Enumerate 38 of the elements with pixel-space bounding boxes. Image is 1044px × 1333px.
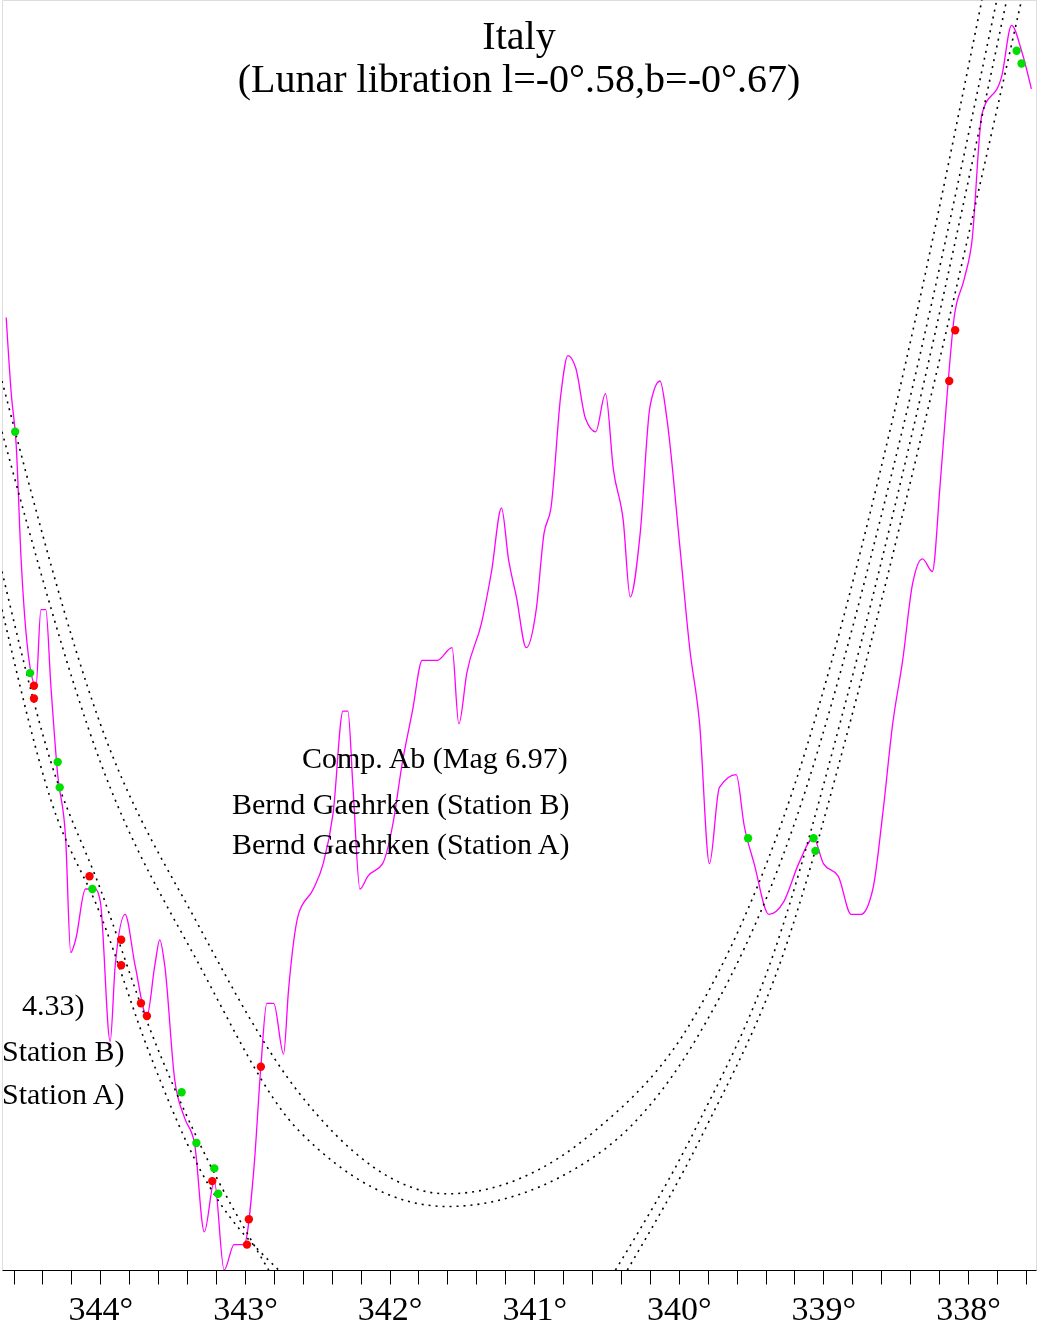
point bbox=[53, 757, 62, 767]
annotation: 4.33) bbox=[22, 988, 85, 1023]
point bbox=[809, 834, 818, 843]
point bbox=[55, 783, 64, 792]
point bbox=[116, 961, 126, 970]
point bbox=[136, 999, 146, 1008]
point bbox=[950, 326, 960, 335]
chart-title: Italy bbox=[482, 13, 556, 58]
x-tick-label: 338° bbox=[936, 1289, 1001, 1327]
point bbox=[256, 1062, 266, 1071]
annotation: Station B) bbox=[2, 1034, 125, 1069]
x-tick-label: 341° bbox=[502, 1289, 567, 1327]
x-tick-label: 340° bbox=[647, 1289, 712, 1327]
point bbox=[208, 1176, 217, 1186]
annotation: Station A) bbox=[2, 1076, 125, 1111]
point bbox=[116, 935, 126, 944]
point bbox=[25, 668, 35, 678]
point bbox=[242, 1240, 252, 1249]
point bbox=[29, 694, 39, 703]
point bbox=[1012, 46, 1021, 55]
point bbox=[177, 1088, 186, 1097]
x-tick-label: 342° bbox=[357, 1289, 423, 1327]
point bbox=[945, 376, 954, 386]
x-tick-label: 339° bbox=[791, 1289, 857, 1327]
point bbox=[244, 1215, 254, 1224]
point bbox=[29, 681, 39, 690]
point bbox=[210, 1164, 219, 1173]
point bbox=[214, 1189, 223, 1198]
point bbox=[10, 427, 20, 436]
point bbox=[85, 872, 94, 881]
point bbox=[743, 834, 753, 843]
point bbox=[192, 1138, 201, 1148]
x-tick-label: 343° bbox=[213, 1289, 278, 1327]
point bbox=[142, 1011, 152, 1021]
point bbox=[1017, 59, 1026, 68]
x-tick-label: 344° bbox=[68, 1289, 134, 1327]
point bbox=[811, 846, 820, 856]
point bbox=[88, 884, 97, 894]
